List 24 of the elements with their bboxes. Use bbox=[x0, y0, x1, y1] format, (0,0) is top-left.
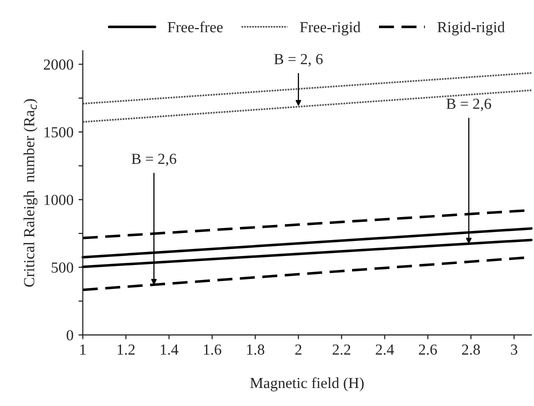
x-tick-label: 3 bbox=[510, 344, 518, 355]
x-axis-title: Magnetic field (H) bbox=[250, 377, 364, 392]
y-tick-label: 1000 bbox=[44, 194, 74, 206]
x-tick-label: 2.2 bbox=[332, 344, 350, 355]
y-axis-title: Critical Raleigh number (Ra$_{c}$) bbox=[24, 99, 38, 287]
x-tick-label: 1.4 bbox=[160, 344, 178, 355]
x-tick-label: 1 bbox=[80, 344, 86, 355]
y-tick-label: 1500 bbox=[44, 127, 74, 138]
x-tick-label: 2 bbox=[295, 344, 302, 355]
y-tick-label: 0 bbox=[66, 330, 74, 340]
y-tick-label: 500 bbox=[52, 262, 74, 273]
x-tick-label: 2.6 bbox=[418, 344, 437, 355]
x-tick-label: 1.6 bbox=[204, 344, 222, 355]
legend-label: Rigid-rigid bbox=[437, 22, 505, 36]
annotation: B = 2,6 bbox=[132, 154, 176, 166]
annotation: B = 2, 6 bbox=[274, 54, 323, 66]
y-tick-label: 2000 bbox=[44, 59, 74, 70]
legend-label: Free-free bbox=[168, 21, 223, 32]
x-tick-label: 2.4 bbox=[376, 344, 394, 355]
x-tick-label: 1.2 bbox=[118, 344, 135, 355]
annotation: B = 2,6 bbox=[446, 98, 492, 112]
legend-label: Free-rigid bbox=[300, 22, 360, 36]
x-tick-label: 1.8 bbox=[247, 344, 264, 355]
x-tick-label: 2.8 bbox=[462, 344, 480, 355]
